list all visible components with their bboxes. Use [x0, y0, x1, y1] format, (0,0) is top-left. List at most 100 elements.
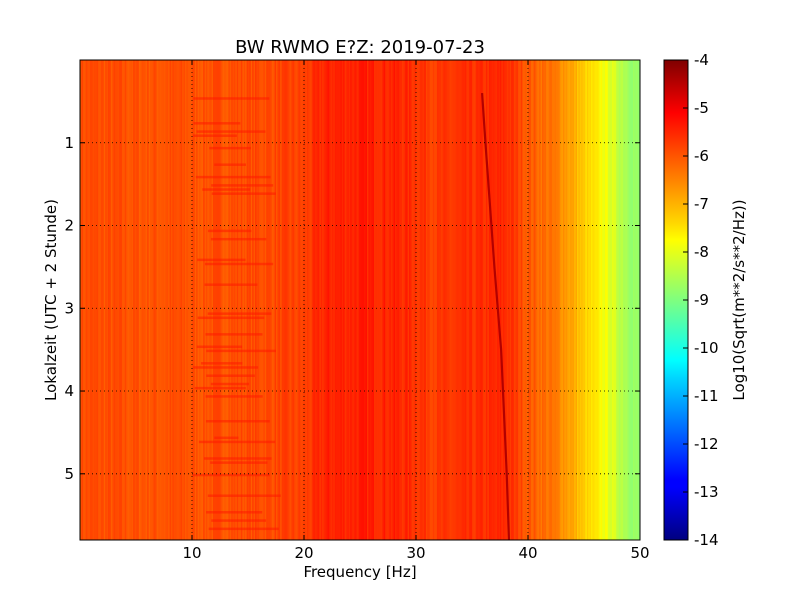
heatmap-column	[493, 60, 495, 540]
heatmap-row-band	[207, 229, 252, 233]
heatmap-column	[563, 60, 565, 540]
heatmap-row-band	[205, 395, 263, 398]
heatmap-column	[446, 60, 449, 540]
heatmap-column	[204, 60, 207, 540]
heatmap-column	[585, 60, 588, 540]
heatmap-column	[634, 60, 637, 540]
heatmap-column	[313, 60, 316, 540]
heatmap-column	[516, 60, 519, 540]
heatmap-column	[379, 60, 382, 540]
heatmap-column	[501, 60, 504, 540]
heatmap-column	[343, 60, 346, 540]
heatmap-column	[130, 60, 133, 540]
heatmap-column	[392, 60, 395, 540]
heatmap-column	[88, 60, 91, 540]
heatmap-column	[236, 60, 239, 540]
heatmap-row-band	[192, 473, 270, 477]
x-tick-label: 20	[294, 544, 313, 562]
heatmap-column	[234, 60, 236, 540]
heatmap-column	[530, 60, 533, 540]
heatmap-column	[427, 60, 430, 540]
heatmap-column	[470, 60, 473, 540]
heatmap-column	[442, 60, 445, 540]
heatmap-column	[497, 60, 500, 540]
heatmap-column	[339, 60, 341, 540]
x-tick-label: 10	[182, 544, 201, 562]
heatmap-column	[207, 60, 210, 540]
heatmap-row-band	[197, 316, 265, 320]
heatmap-column	[515, 60, 518, 540]
heatmap-column	[399, 60, 402, 540]
heatmap-column	[228, 60, 231, 540]
heatmap-column	[124, 60, 127, 540]
chart-title: BW RWMO E?Z: 2019-07-23	[235, 37, 485, 58]
heatmap-column	[143, 60, 145, 540]
heatmap-column	[441, 60, 444, 540]
heatmap-column	[199, 60, 201, 540]
heatmap-column	[288, 60, 291, 540]
heatmap-column	[434, 60, 437, 540]
heatmap-column	[166, 60, 169, 540]
heatmap-column	[591, 60, 593, 540]
heatmap-column	[222, 60, 225, 540]
heatmap-column	[252, 60, 255, 540]
heatmap-column	[84, 60, 87, 540]
heatmap-column	[518, 60, 521, 540]
heatmap-column	[435, 60, 438, 540]
heatmap-column	[109, 60, 112, 540]
heatmap-column	[633, 60, 635, 540]
heatmap-column	[249, 60, 252, 540]
heatmap-column	[418, 60, 421, 540]
heatmap-column	[532, 60, 535, 540]
heatmap-column	[525, 60, 528, 540]
heatmap-row-band	[210, 237, 267, 241]
heatmap-column	[304, 60, 306, 540]
heatmap-column	[294, 60, 297, 540]
heatmap-row-band	[207, 494, 281, 497]
heatmap-column	[176, 60, 179, 540]
heatmap-column	[437, 60, 439, 540]
heatmap-column	[480, 60, 483, 540]
y-axis-label: Lokalzeit (UTC + 2 Stunde)	[42, 199, 60, 401]
heatmap-column	[179, 60, 182, 540]
heatmap-column	[586, 60, 589, 540]
heatmap-column	[193, 60, 196, 540]
heatmap-column	[360, 60, 362, 540]
heatmap-column	[203, 60, 206, 540]
heatmap-row-band	[198, 440, 276, 444]
heatmap-column	[82, 60, 85, 540]
heatmap-column	[378, 60, 381, 540]
heatmap-row-band	[214, 436, 239, 440]
heatmap-column	[248, 60, 250, 540]
heatmap-column	[627, 60, 630, 540]
heatmap-column	[182, 60, 185, 540]
heatmap-column	[120, 60, 123, 540]
heatmap-row-band	[210, 382, 250, 386]
drifting-line	[480, 93, 511, 540]
heatmap-column	[290, 60, 292, 540]
heatmap-column	[250, 60, 253, 540]
heatmap-row-band	[210, 461, 268, 464]
heatmap-column	[630, 60, 633, 540]
heatmap-column	[486, 60, 488, 540]
heatmap-column	[540, 60, 543, 540]
heatmap-row-band	[205, 420, 270, 423]
heatmap-column	[571, 60, 574, 540]
heatmap-column	[542, 60, 544, 540]
heatmap-row-band	[200, 362, 243, 365]
heatmap-column	[535, 60, 537, 540]
heatmap-column	[264, 60, 267, 540]
heatmap-column	[593, 60, 596, 540]
heatmap-column	[131, 60, 134, 540]
heatmap-column	[255, 60, 257, 540]
heatmap-column	[281, 60, 284, 540]
heatmap-row-band	[206, 349, 276, 353]
heatmap-column	[253, 60, 256, 540]
heatmap-column	[473, 60, 476, 540]
heatmap-column	[438, 60, 441, 540]
heatmap-row-band	[209, 146, 252, 150]
heatmap-column	[292, 60, 295, 540]
heatmap-column	[428, 60, 431, 540]
heatmap-column	[354, 60, 357, 540]
heatmap-column	[127, 60, 130, 540]
